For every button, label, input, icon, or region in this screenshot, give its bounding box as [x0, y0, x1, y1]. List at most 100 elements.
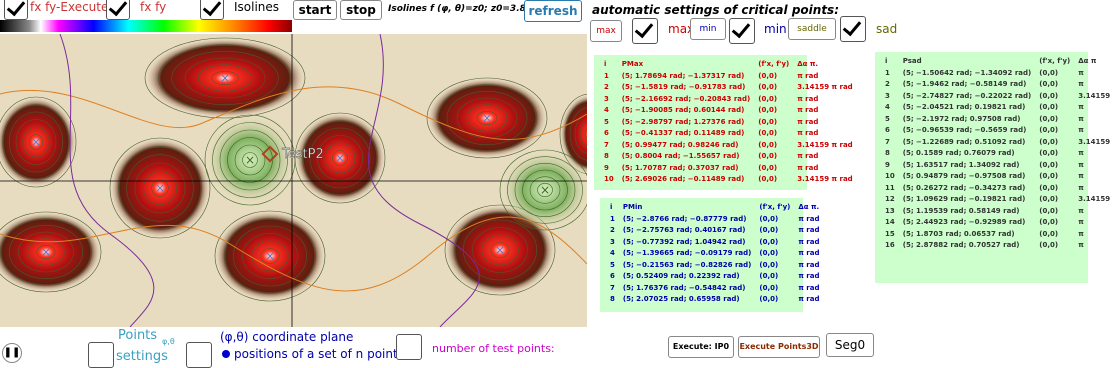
checkbox[interactable]	[186, 342, 212, 368]
point-marker: ×	[482, 111, 492, 125]
exec-ip0-button[interactable]: Execute: IP0	[668, 336, 734, 358]
cell: 1	[610, 214, 615, 223]
cell: (5; −2.98797 rad; 1.27376 rad)	[621, 117, 745, 126]
cell: 2	[610, 226, 615, 234]
row: 6 (5; 0.52409 rad; 0.22392 rad) (0,0) π rad	[606, 271, 824, 283]
row: 1 (5; 1.78694 rad; −1.37317 rad) (0,0) π ra…	[600, 71, 857, 83]
cell: 3.14159	[1078, 195, 1111, 203]
checkbox[interactable]	[88, 342, 114, 368]
max-button[interactable]: max	[590, 20, 622, 42]
cell: 5	[885, 114, 890, 123]
checkbox[interactable]	[106, 0, 130, 20]
cell: (0,0)	[1039, 80, 1059, 88]
extremum-area	[110, 138, 210, 238]
cell: 14	[885, 218, 895, 226]
contour	[15, 119, 57, 165]
cell: (0,0)	[759, 237, 779, 246]
cell: 3	[885, 91, 890, 100]
cell: 2	[604, 83, 609, 91]
cell: (5; −2.04521 rad; 0.19821 rad)	[902, 103, 1026, 111]
row: 6 (5; −0.96539 rad; −0.5659 rad) (0,0) π	[881, 125, 1114, 137]
checkbox[interactable]	[4, 0, 28, 20]
cell: π rad	[797, 163, 819, 172]
cell: (5; 1.8703 rad; 0.06537 rad)	[902, 229, 1015, 238]
point-marker: ×	[245, 153, 255, 167]
cell: (0,0)	[1039, 229, 1059, 238]
row: 2 (5; −1.9462 rad; −0.58149 rad) (0,0) π	[881, 79, 1114, 91]
contour	[514, 163, 576, 217]
cell: π rad	[798, 249, 820, 257]
label: fx fy-Execute	[30, 0, 109, 14]
cell: (5; −0.96539 rad; −0.5659 rad)	[902, 126, 1027, 134]
header-cell: (f'x, f'y)	[1039, 57, 1071, 65]
row: 4 (5; −2.04521 rad; 0.19821 rad) (0,0) π	[881, 102, 1114, 114]
contour	[212, 122, 288, 198]
cell: 3.14159	[1078, 137, 1111, 146]
saddle-button[interactable]: saddle	[788, 18, 836, 40]
cell: 5	[610, 260, 615, 269]
row: 5 (5; −0.21563 rad; −0.82826 rad) (0,0) π r…	[606, 260, 824, 272]
contour	[529, 176, 561, 204]
refresh-button[interactable]: refresh	[524, 0, 582, 22]
point-marker: ×	[540, 183, 550, 197]
cell: (0,0)	[759, 249, 779, 257]
cell: 4	[604, 106, 609, 114]
checkbox[interactable]	[840, 16, 866, 42]
contour	[251, 240, 289, 272]
row: 4 (5; −1.39665 rad; −0.09179 rad) (0,0) π r…	[606, 248, 824, 260]
contour	[463, 219, 537, 281]
contour	[436, 84, 538, 152]
cell: (5; −1.39665 rad; −0.09179 rad)	[622, 249, 752, 257]
checkbox[interactable]	[200, 0, 224, 20]
stop-button[interactable]: stop	[340, 0, 382, 20]
label: Points	[118, 328, 158, 343]
extremum-area	[295, 113, 385, 203]
cell: (5; −1.9462 rad; −0.58149 rad)	[902, 80, 1027, 88]
seg0-button[interactable]: Seg0	[826, 333, 874, 357]
row: 16 (5; 2.87882 rad; 0.70527 rad) (0,0) π	[881, 240, 1114, 252]
cell: (5; 0.99477 rad; 0.98246 rad)	[621, 140, 739, 149]
cell: (0,0)	[758, 140, 778, 149]
min-button[interactable]: min	[690, 18, 726, 40]
checkbox[interactable]	[729, 18, 755, 44]
cell: π	[1078, 103, 1084, 111]
contour	[466, 104, 508, 132]
contour	[0, 218, 93, 286]
row: 7 (5; 0.99477 rad; 0.98246 rad) (0,0) 3.141…	[600, 140, 857, 152]
cell: (5; 0.26272 rad; −0.34273 rad)	[902, 183, 1026, 192]
exec-points3d-button[interactable]: Execute Points3D	[738, 336, 820, 358]
cell: 6	[610, 272, 615, 280]
row: 4 (5; −1.90085 rad; 0.60144 rad) (0,0) π ra…	[600, 105, 857, 117]
cell: 1	[885, 68, 890, 77]
header-cell: Δα π.	[797, 60, 819, 68]
checkbox[interactable]	[632, 18, 658, 44]
cell: (5; −1.5819 rad; −0.91783 rad)	[621, 83, 746, 91]
cell: (0,0)	[1039, 172, 1059, 180]
cell: (0,0)	[1039, 160, 1059, 169]
cell: (0,0)	[1039, 206, 1059, 215]
start-button[interactable]: start	[293, 0, 337, 20]
bullet	[222, 350, 230, 358]
cell: (0,0)	[758, 106, 778, 114]
row: 9 (5; 1.63517 rad; 1.34092 rad) (0,0) π	[881, 160, 1114, 172]
cell: 8	[604, 152, 609, 160]
contour	[507, 156, 583, 224]
header-cell: (f'x, f'y)	[758, 60, 790, 68]
cell: π	[1078, 183, 1084, 192]
point-marker: ×	[585, 127, 587, 141]
cell: (5; 2.69026 rad; −0.11489 rad)	[621, 175, 745, 183]
cell: (0,0)	[1039, 218, 1059, 226]
cell: 4	[885, 103, 890, 111]
saddle-table: i Psad (f'x, f'y) Δα π 1 (5; −1.50642 rad; −1…	[875, 52, 1110, 283]
cell: π	[1078, 241, 1084, 249]
contour	[211, 71, 239, 85]
max-table: i PMax (f'x, f'y) Δα π. 1 (5; 1.78694 rad; −1…	[594, 55, 853, 190]
contour	[481, 234, 519, 266]
color-scale	[0, 20, 292, 32]
cell: 3.14159 π rad	[797, 140, 853, 149]
row: 13 (5; 1.19539 rad; 0.58149 rad) (0,0) π	[881, 206, 1114, 218]
cell: π	[1078, 172, 1084, 180]
cell: (5; 2.44923 rad; −0.92989 rad)	[902, 218, 1026, 226]
checkbox[interactable]	[396, 334, 422, 360]
pause-button[interactable]: ❚❚	[2, 343, 22, 363]
